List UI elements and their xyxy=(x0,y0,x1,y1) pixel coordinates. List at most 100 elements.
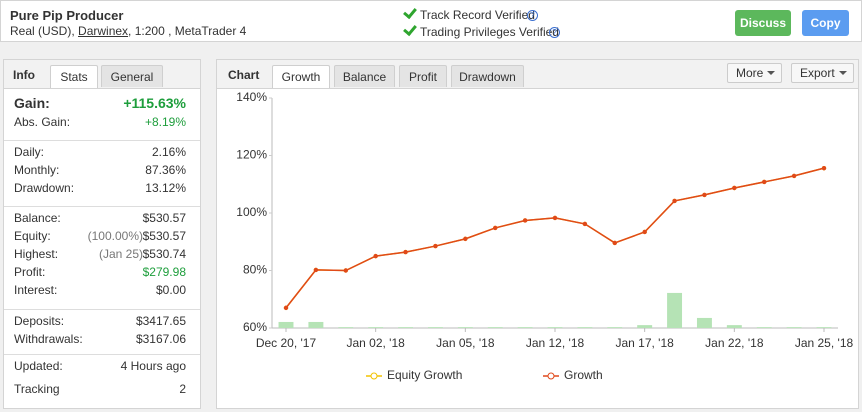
bar xyxy=(577,327,593,328)
point xyxy=(313,267,319,273)
info-label: Monthly: xyxy=(14,163,60,177)
bar xyxy=(278,321,294,328)
divider xyxy=(4,354,200,355)
tab[interactable]: Stats xyxy=(50,65,98,88)
bar xyxy=(338,327,354,328)
info-label: Equity: xyxy=(14,229,51,243)
info-label: Tracking xyxy=(14,382,60,396)
point xyxy=(433,243,438,249)
chart-panel xyxy=(216,59,859,409)
info-value: +8.19% xyxy=(144,115,186,129)
tab[interactable]: General xyxy=(101,65,163,87)
point xyxy=(343,268,348,273)
info-label: Drawdown: xyxy=(14,181,75,195)
info-value: $3167.06 xyxy=(135,332,186,346)
info-value: 87.36% xyxy=(145,163,186,177)
bar xyxy=(726,325,742,328)
point xyxy=(762,179,767,185)
help-icon[interactable]: ? xyxy=(527,10,538,21)
point xyxy=(702,192,707,198)
point xyxy=(821,165,827,171)
info-value: $530.74 xyxy=(142,247,186,261)
point xyxy=(612,240,617,246)
point xyxy=(522,218,528,223)
export-menu[interactable]: Export xyxy=(791,63,854,83)
panel-label: Chart xyxy=(228,68,260,82)
bar xyxy=(368,327,384,328)
legend-marker xyxy=(370,372,378,380)
account: Real (USD), xyxy=(10,24,75,38)
legend-label: Growth xyxy=(564,368,603,382)
y-tick-label: 100% xyxy=(236,205,267,219)
point xyxy=(493,225,498,231)
more-menu[interactable]: More xyxy=(727,63,783,83)
point xyxy=(732,185,737,191)
help-icon[interactable]: ? xyxy=(549,27,560,38)
y-tick-label: 60% xyxy=(243,320,267,334)
divider xyxy=(4,206,200,207)
info-label: Gain: xyxy=(14,95,50,111)
info-label: Balance: xyxy=(14,211,61,225)
info-value: $530.57 xyxy=(142,229,186,243)
bar xyxy=(786,327,802,328)
info-value: 2.16% xyxy=(151,145,186,159)
info-label: Interest: xyxy=(14,283,58,297)
info-value: +115.63% xyxy=(123,95,186,111)
bar xyxy=(398,327,414,328)
info-label: Daily: xyxy=(14,145,45,159)
title: Pure Pip Producer xyxy=(10,8,124,23)
legend-marker xyxy=(547,372,555,380)
bar xyxy=(637,325,653,328)
info-label: Deposits: xyxy=(14,314,65,328)
x-tick-label: Jan 12, '18 xyxy=(526,336,585,350)
y-tick-label: 140% xyxy=(236,90,267,104)
info-note: (Jan 25) xyxy=(98,247,143,261)
verification: Trading Privileges Verified xyxy=(420,25,559,39)
point xyxy=(283,305,289,311)
broker-link[interactable]: Darwinex xyxy=(78,24,129,38)
bar xyxy=(308,321,324,328)
info-value: 13.12% xyxy=(145,181,186,195)
x-tick-label: Dec 20, '17 xyxy=(256,336,317,350)
y-tick-label: 120% xyxy=(236,148,267,162)
info-label: Updated: xyxy=(14,359,63,373)
info-label: Withdrawals: xyxy=(14,332,83,346)
subtitle: Real (USD), Darwinex, 1:200 , MetaTrader… xyxy=(10,24,246,38)
bar xyxy=(487,327,503,328)
info-panel xyxy=(3,59,201,409)
point xyxy=(373,253,378,259)
point xyxy=(403,249,408,255)
tab[interactable]: Drawdown xyxy=(451,65,524,87)
bar xyxy=(457,327,473,328)
info-label: Abs. Gain: xyxy=(14,115,71,129)
tab[interactable]: Growth xyxy=(272,65,330,88)
info-value: $530.57 xyxy=(142,211,186,225)
divider xyxy=(4,309,200,310)
tab[interactable]: Balance xyxy=(334,65,395,87)
x-tick-label: Jan 25, '18 xyxy=(795,336,854,350)
x-tick-label: Jan 02, '18 xyxy=(346,336,405,350)
discuss-button[interactable]: Discuss xyxy=(735,10,791,36)
bar xyxy=(517,327,533,328)
bar xyxy=(427,327,443,328)
point xyxy=(642,229,647,235)
series-line xyxy=(285,167,825,309)
bar xyxy=(547,327,563,328)
info-note: (100.00%) xyxy=(87,229,143,243)
info-value: 4 Hours ago xyxy=(120,359,186,373)
info-value: $0.00 xyxy=(155,283,186,297)
header xyxy=(0,0,862,42)
x-tick-label: Jan 17, '18 xyxy=(615,336,674,350)
verification: Track Record Verified xyxy=(420,8,535,22)
point xyxy=(552,215,558,221)
info-label: Highest: xyxy=(14,247,59,261)
copy-button[interactable]: Copy xyxy=(802,10,849,36)
tab[interactable]: Profit xyxy=(399,65,447,87)
info-value: $3417.65 xyxy=(135,314,186,328)
x-tick-label: Jan 22, '18 xyxy=(705,336,764,350)
details: , 1:200 , MetaTrader 4 xyxy=(128,24,247,38)
bar xyxy=(607,327,623,328)
bar xyxy=(696,317,712,328)
